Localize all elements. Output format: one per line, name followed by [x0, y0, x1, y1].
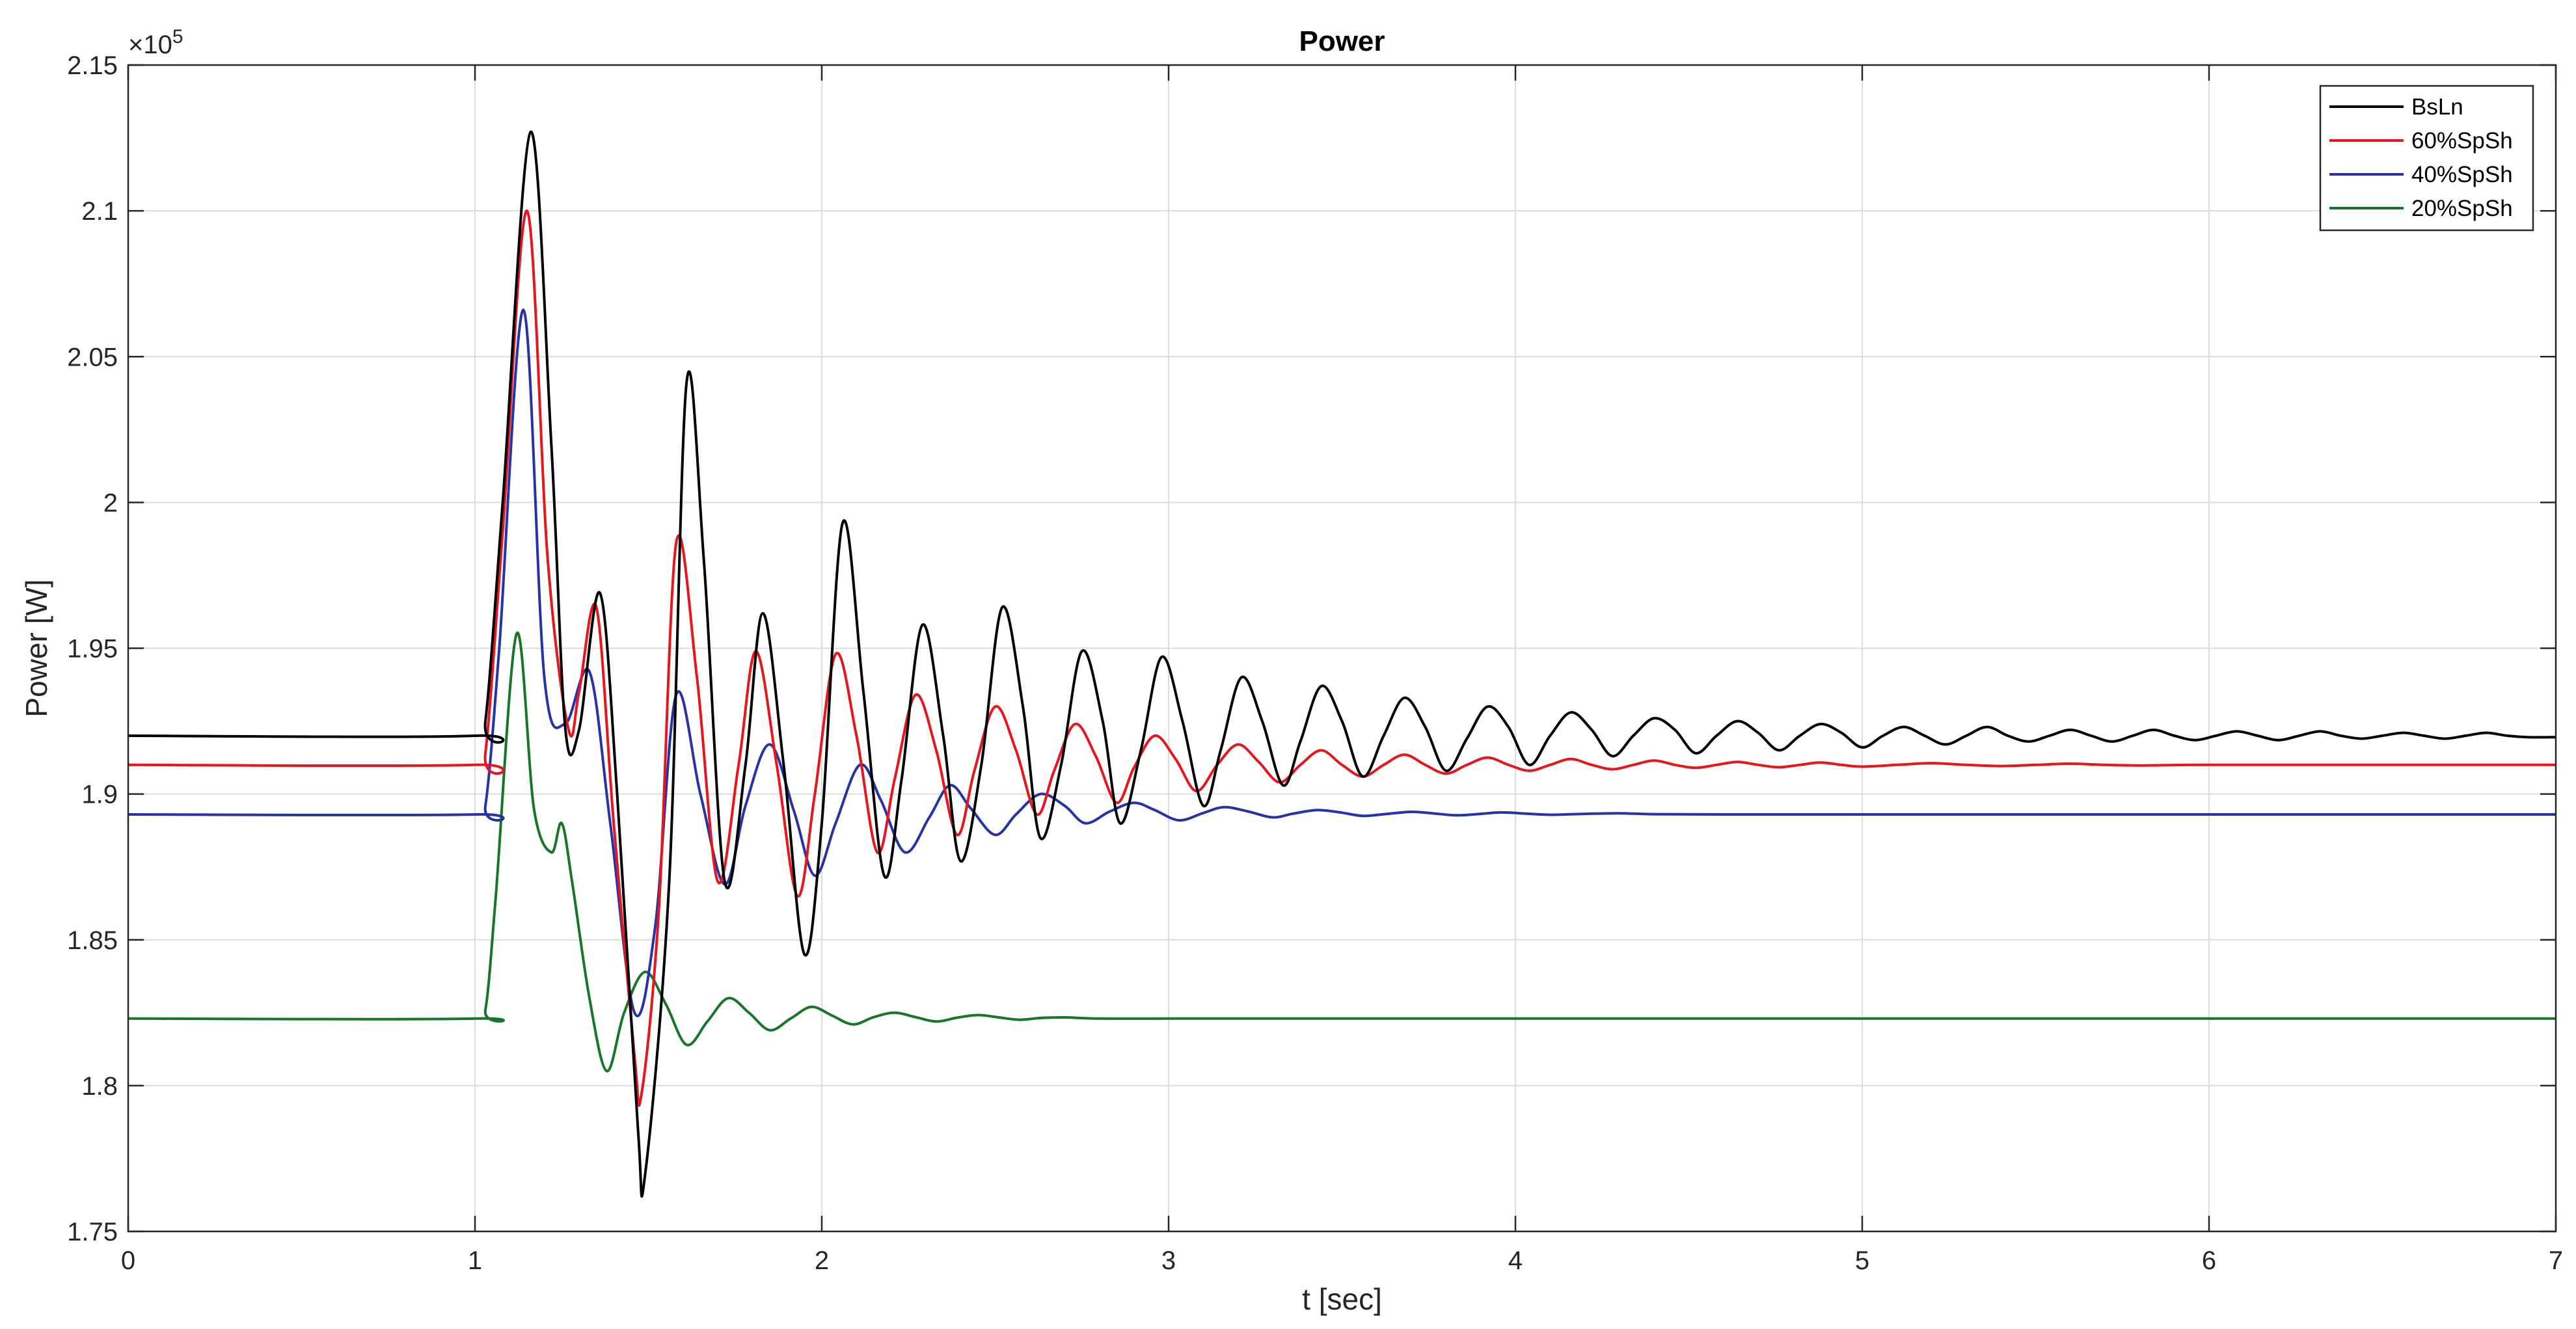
y-exponent-base: ×10 [128, 31, 172, 59]
legend-label-bsln: BsLn [2411, 94, 2463, 120]
tick-marks [127, 64, 2557, 1233]
chart-title: Power [1299, 25, 1385, 57]
y-tick-label: 1.9 [81, 781, 118, 809]
legend-box [2319, 85, 2534, 232]
x-tick-label: 2 [815, 1246, 829, 1275]
x-tick-label: 0 [121, 1246, 135, 1275]
legend: BsLn 60%SpSh 40%SpSh 20%SpSh [2319, 85, 2534, 232]
y-exponent-label: ×105 [128, 26, 183, 59]
x-tick-label: 5 [1855, 1246, 1869, 1275]
y-tick-label: 1.95 [67, 635, 118, 664]
x-tick-label: 3 [1161, 1246, 1176, 1275]
legend-label-60-spsh: 60%SpSh [2411, 128, 2513, 154]
y-tick-label: 1.75 [67, 1218, 118, 1246]
y-tick-label: 2.15 [67, 51, 118, 80]
x-tick-label: 7 [2549, 1246, 2563, 1275]
series-line-bsln [128, 131, 2556, 1198]
y-tick-label: 2.1 [81, 197, 118, 226]
x-tick-labels: 0 1 2 3 4 5 6 7 [121, 1246, 2563, 1275]
y-tick-label: 2.05 [67, 343, 118, 371]
series-line-20-spsh [128, 631, 2556, 1073]
y-axis-label: Power [W] [20, 579, 53, 717]
y-exponent-power: 5 [172, 26, 183, 47]
y-tick-label: 2 [103, 489, 118, 517]
x-axis-label: t [sec] [1302, 1282, 1382, 1316]
x-tick-label: 1 [468, 1246, 482, 1275]
y-tick-label: 1.85 [67, 926, 118, 955]
y-tick-label: 1.8 [81, 1072, 118, 1101]
legend-label-20-spsh: 20%SpSh [2411, 196, 2513, 221]
y-tick-labels: 1.75 1.8 1.85 1.9 1.95 2 2.05 2.1 2.15 [67, 51, 118, 1246]
series-layer [128, 131, 2556, 1198]
legend-label-40-spsh: 40%SpSh [2411, 162, 2513, 187]
x-tick-label: 4 [1508, 1246, 1523, 1275]
x-tick-label: 6 [2202, 1246, 2216, 1275]
